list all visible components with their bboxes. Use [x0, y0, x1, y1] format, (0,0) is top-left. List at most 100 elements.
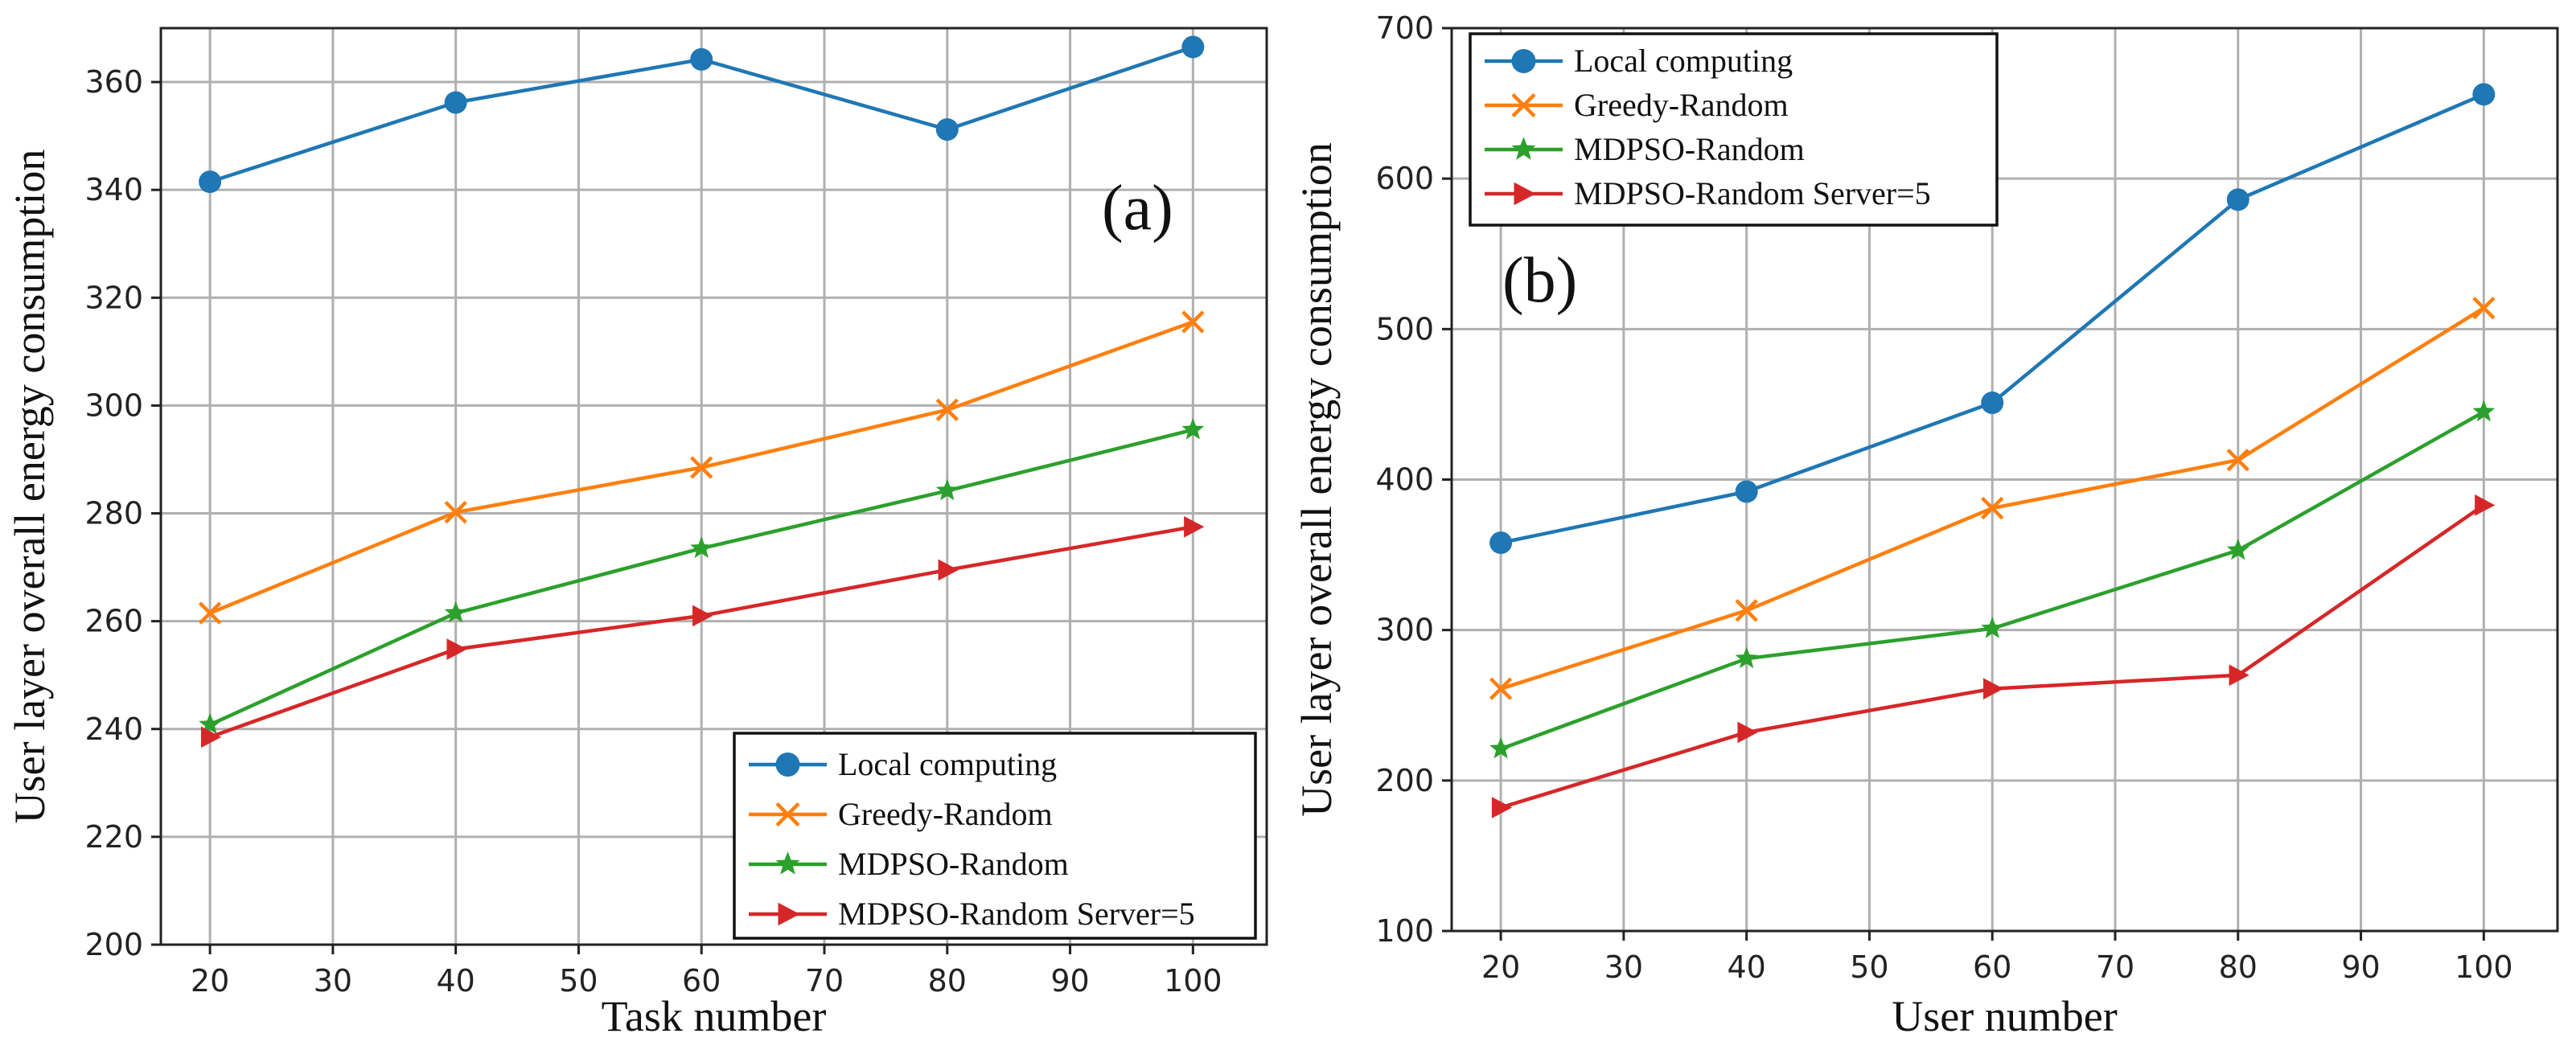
x-tick-label: 40: [1727, 949, 1765, 985]
data-point: [1983, 678, 2004, 699]
data-point: [690, 456, 713, 479]
panel-label: (b): [1502, 245, 1577, 316]
x-tick-label: 100: [2455, 949, 2513, 985]
data-point: [1489, 677, 1513, 700]
data-point: [1735, 480, 1758, 503]
legend-marker: [775, 851, 800, 875]
y-axis-label: User layer overall energy consumption: [1292, 142, 1341, 817]
y-axis-label: User layer overall energy consumption: [6, 150, 54, 824]
legend-label: MDPSO-Random Server=5: [838, 896, 1195, 932]
data-point: [1489, 531, 1513, 555]
data-point: [200, 726, 222, 748]
data-point: [2472, 400, 2496, 422]
x-tick-label: 30: [1604, 949, 1643, 985]
legend-label: MDPSO-Random: [1574, 131, 1805, 167]
data-point: [444, 601, 467, 623]
data-point: [935, 118, 959, 141]
plot-frame: [1450, 27, 2559, 933]
data-point: [935, 398, 959, 421]
y-tick-label: 340: [84, 172, 143, 207]
y-tick-label: 360: [84, 64, 143, 100]
x-axis-label: Task number: [602, 992, 827, 1040]
data-point: [2226, 538, 2249, 560]
legend: Local computing Greedy-Random MDPSO-Random…: [733, 732, 1257, 940]
x-axis-label: User number: [1892, 992, 2117, 1040]
legend-label: MDPSO-Random: [838, 846, 1069, 882]
x-tick-label: 70: [2096, 949, 2134, 985]
data-point: [1981, 617, 2004, 638]
panel-label: (a): [1102, 173, 1173, 244]
data-point: [198, 601, 222, 625]
legend-marker: [1514, 182, 1536, 206]
y-tick-label: 700: [1375, 10, 1434, 46]
data-point: [2226, 448, 2249, 472]
data-point: [1735, 599, 1758, 622]
data-point: [690, 536, 713, 558]
x-tick-label: 80: [2219, 949, 2258, 985]
legend-label: Local computing: [838, 746, 1057, 782]
data-point: [1184, 515, 1205, 538]
x-tick-label: 30: [314, 963, 352, 999]
data-point: [1981, 496, 2004, 520]
data-point: [938, 559, 959, 581]
data-point: [444, 91, 467, 114]
y-tick-label: 500: [1375, 311, 1434, 347]
legend-marker: [778, 902, 800, 926]
x-tick-label: 20: [191, 963, 229, 999]
x-tick-label: 50: [1850, 949, 1888, 985]
y-tick-label: 260: [84, 604, 143, 639]
y-tick-label: 280: [84, 496, 143, 531]
x-tick-label: 90: [1050, 963, 1089, 999]
data-point: [1181, 35, 1205, 59]
data-point: [1181, 310, 1205, 334]
chart-panel-a: 20 30 40 50 60 70 80 90 100 200 220 240 260 280 300 320…: [6, 27, 1268, 1040]
y-tick-label: 300: [84, 388, 143, 423]
x-tick-label: 60: [682, 963, 721, 999]
data-point: [1181, 417, 1205, 440]
data-point: [690, 47, 713, 71]
x-tick-label: 90: [2341, 949, 2380, 985]
legend-marker: [1511, 49, 1536, 73]
data-point: [1737, 721, 1758, 744]
y-tick-label: 240: [84, 712, 143, 747]
plot-frame: [159, 27, 1268, 946]
x-tick-label: 50: [559, 963, 598, 999]
data-point: [935, 478, 959, 501]
y-tick-label: 400: [1375, 462, 1434, 498]
y-tick-label: 600: [1375, 161, 1434, 196]
y-tick-label: 220: [84, 819, 143, 855]
data-point: [1489, 736, 1513, 759]
data-point: [2475, 494, 2496, 516]
legend-label: Greedy-Random: [838, 796, 1053, 832]
y-tick-label: 100: [1375, 913, 1434, 949]
x-tick-label: 60: [1973, 949, 2011, 985]
legend: Local computing Greedy-Random MDPSO-Random…: [1469, 32, 1999, 227]
y-tick-label: 300: [1375, 613, 1434, 648]
data-point: [444, 500, 467, 524]
y-tick-label: 200: [1375, 763, 1434, 798]
legend-box: [733, 732, 1257, 940]
legend-marker: [775, 802, 800, 827]
data-point: [446, 638, 467, 660]
data-point: [199, 712, 222, 735]
x-tick-label: 100: [1164, 963, 1222, 999]
data-point: [2472, 296, 2496, 320]
data-point: [2226, 188, 2249, 211]
legend-label: MDPSO-Random Server=5: [1574, 175, 1931, 211]
data-point: [2229, 664, 2249, 687]
data-point: [1981, 392, 2004, 415]
legend-marker: [775, 753, 800, 777]
x-tick-label: 40: [436, 963, 475, 999]
legend-label: Local computing: [1574, 43, 1793, 79]
x-tick-label: 70: [805, 963, 844, 999]
x-tick-label: 80: [928, 963, 967, 999]
legend-marker: [1511, 137, 1536, 160]
legend-label: Greedy-Random: [1574, 87, 1789, 123]
data-point: [2472, 83, 2496, 106]
y-tick-label: 200: [84, 927, 143, 962]
data-point: [199, 170, 222, 194]
x-tick-label: 20: [1481, 949, 1520, 985]
data-point: [1735, 646, 1758, 669]
legend-marker: [1511, 92, 1536, 118]
